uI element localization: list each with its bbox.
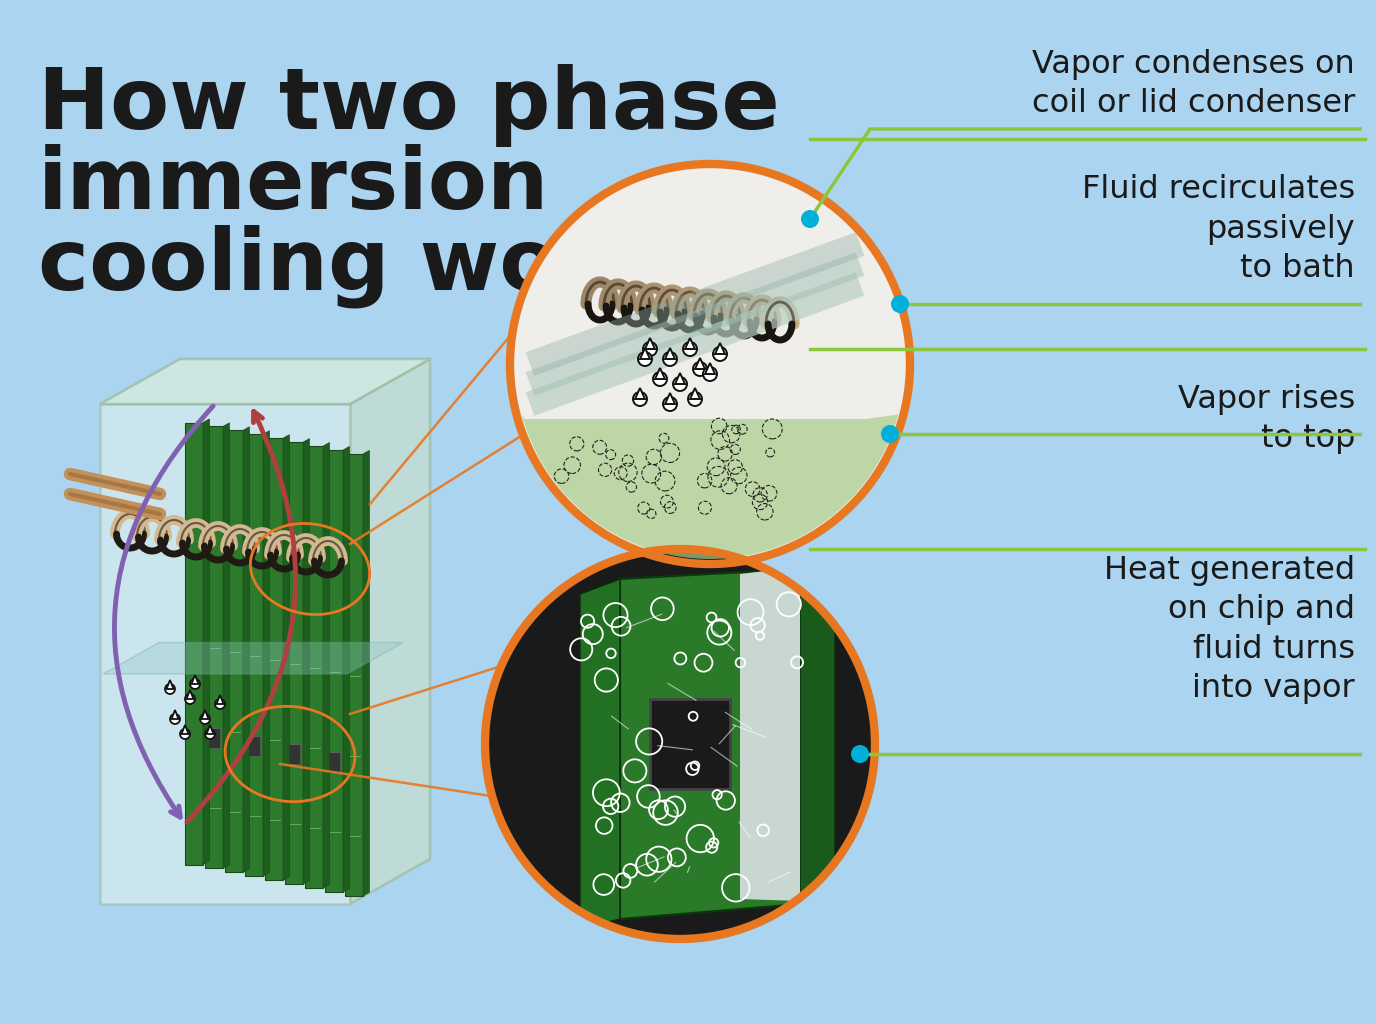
Circle shape [682, 342, 698, 356]
Polygon shape [184, 423, 204, 864]
Circle shape [190, 679, 200, 689]
FancyArrowPatch shape [187, 412, 296, 822]
Polygon shape [226, 430, 244, 872]
Polygon shape [645, 338, 655, 349]
Polygon shape [740, 567, 799, 901]
Polygon shape [799, 559, 835, 904]
Polygon shape [205, 426, 223, 868]
Circle shape [663, 397, 677, 411]
Polygon shape [187, 690, 194, 699]
Bar [649, 699, 731, 790]
Polygon shape [621, 569, 799, 919]
Polygon shape [285, 442, 303, 884]
Bar [327, 752, 340, 772]
Polygon shape [182, 725, 189, 734]
Circle shape [171, 714, 180, 724]
Polygon shape [634, 388, 645, 399]
Polygon shape [665, 393, 676, 404]
Polygon shape [206, 725, 213, 734]
Polygon shape [204, 419, 209, 864]
Polygon shape [166, 680, 173, 689]
Text: Heat generated
on chip and
fluid turns
into vapor: Heat generated on chip and fluid turns i… [1104, 555, 1355, 705]
Circle shape [850, 745, 870, 763]
Polygon shape [325, 451, 343, 892]
Circle shape [638, 352, 652, 366]
Polygon shape [191, 675, 198, 684]
Polygon shape [350, 359, 429, 904]
Circle shape [694, 362, 707, 376]
Circle shape [688, 392, 702, 406]
Circle shape [184, 694, 195, 705]
Polygon shape [245, 434, 263, 877]
Text: How two phase: How two phase [39, 63, 780, 147]
Polygon shape [216, 695, 223, 705]
Bar [248, 736, 260, 757]
Circle shape [633, 392, 647, 406]
Circle shape [205, 729, 215, 739]
Polygon shape [263, 431, 270, 877]
Circle shape [703, 367, 717, 381]
Bar [208, 728, 220, 749]
Polygon shape [685, 338, 695, 349]
Polygon shape [244, 427, 249, 872]
Polygon shape [201, 710, 209, 719]
Text: Vapor condenses on
coil or lid condenser: Vapor condenses on coil or lid condenser [1032, 48, 1355, 119]
Bar [288, 744, 300, 764]
Circle shape [484, 549, 875, 939]
Polygon shape [655, 368, 665, 379]
Circle shape [165, 684, 175, 694]
Polygon shape [522, 415, 899, 559]
Polygon shape [223, 423, 230, 868]
Polygon shape [343, 446, 350, 892]
Polygon shape [100, 359, 429, 404]
Polygon shape [705, 362, 716, 374]
Text: Vapor rises
to top: Vapor rises to top [1178, 384, 1355, 454]
FancyArrowPatch shape [114, 407, 213, 817]
Text: immersion: immersion [39, 144, 549, 227]
Polygon shape [689, 388, 700, 399]
Circle shape [215, 699, 226, 709]
Polygon shape [640, 348, 649, 359]
Polygon shape [323, 442, 329, 888]
Circle shape [200, 714, 211, 724]
Polygon shape [305, 446, 323, 888]
Polygon shape [716, 343, 725, 354]
Polygon shape [695, 358, 705, 369]
Circle shape [713, 347, 727, 361]
Polygon shape [172, 710, 179, 719]
Polygon shape [266, 438, 283, 881]
Circle shape [673, 377, 687, 391]
Circle shape [654, 372, 667, 386]
Polygon shape [363, 451, 369, 896]
Circle shape [892, 295, 910, 313]
Polygon shape [103, 642, 403, 674]
Text: cooling works: cooling works [39, 224, 710, 307]
Polygon shape [283, 434, 289, 881]
Polygon shape [345, 454, 363, 896]
Circle shape [801, 210, 819, 228]
Circle shape [881, 425, 899, 443]
Circle shape [180, 729, 190, 739]
Circle shape [510, 164, 910, 564]
Text: Fluid recirculates
passively
to bath: Fluid recirculates passively to bath [1082, 174, 1355, 284]
Polygon shape [581, 579, 621, 929]
Polygon shape [665, 348, 676, 359]
Circle shape [663, 352, 677, 366]
Circle shape [643, 342, 656, 356]
Polygon shape [100, 404, 350, 904]
Polygon shape [303, 438, 310, 884]
Polygon shape [676, 373, 685, 384]
